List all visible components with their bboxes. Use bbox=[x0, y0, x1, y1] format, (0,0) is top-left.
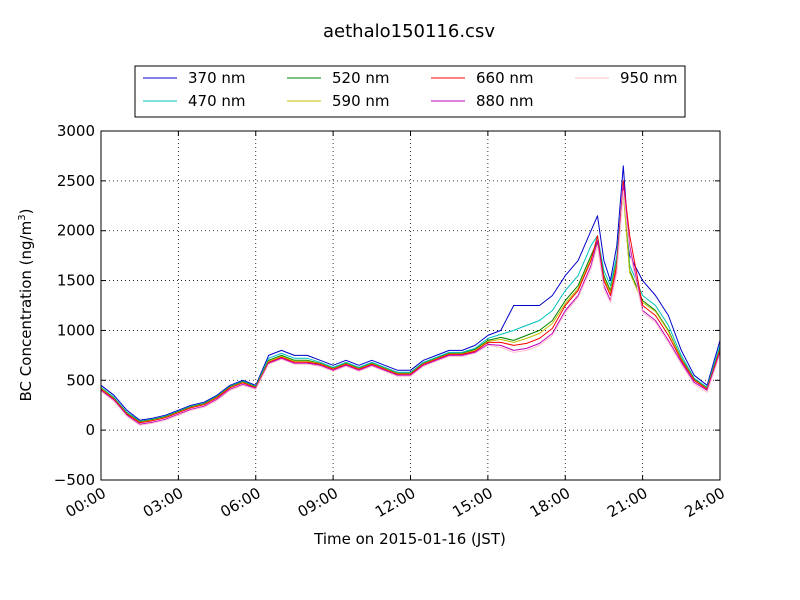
x-tick-label: 12:00 bbox=[372, 484, 418, 521]
y-tick-label: 1500 bbox=[57, 272, 95, 290]
legend-label: 470 nm bbox=[188, 92, 246, 110]
legend: 370 nm 470 nm 520 nm 590 nm 660 nm 880 nm 950 … bbox=[134, 65, 686, 118]
x-tick-label: 18:00 bbox=[527, 484, 573, 521]
series-line-950-nm bbox=[100, 190, 721, 426]
x-axis-label: Time on 2015-01-16 (JST) bbox=[313, 530, 506, 548]
x-tick-label: 06:00 bbox=[217, 484, 263, 521]
y-tick-label: 2500 bbox=[57, 172, 95, 190]
x-tick-label: 15:00 bbox=[449, 484, 495, 521]
chart-title: aethalo150116.csv bbox=[323, 21, 495, 42]
x-tick-label: 21:00 bbox=[604, 484, 650, 521]
y-tick-label: 500 bbox=[66, 371, 95, 389]
y-tick-label: −500 bbox=[54, 471, 95, 489]
legend-label: 590 nm bbox=[332, 92, 390, 110]
y-axis-label: BC Concentration (ng/m3) bbox=[17, 209, 35, 402]
y-tick-label: 2000 bbox=[57, 222, 95, 240]
y-tick-label: 1000 bbox=[57, 321, 95, 339]
legend-label: 660 nm bbox=[476, 69, 534, 87]
y-axis-label-end: ) bbox=[17, 209, 35, 215]
x-tick-label: 24:00 bbox=[682, 484, 728, 521]
series-line-370-nm bbox=[100, 165, 721, 421]
x-tick-label: 03:00 bbox=[140, 484, 186, 521]
plot-area bbox=[101, 131, 720, 480]
y-axis-label-main: BC Concentration (ng/m bbox=[17, 221, 35, 402]
x-tick-label: 09:00 bbox=[295, 484, 341, 521]
legend-label: 880 nm bbox=[476, 92, 534, 110]
y-tick-label: 0 bbox=[85, 421, 95, 439]
legend-label: 950 nm bbox=[620, 69, 678, 87]
series-lines bbox=[100, 165, 721, 426]
legend-label: 370 nm bbox=[188, 69, 246, 87]
y-tick-label: 3000 bbox=[57, 122, 95, 140]
y-axis-label-superscript: 3 bbox=[17, 214, 28, 220]
legend-label: 520 nm bbox=[332, 69, 390, 87]
legend-box bbox=[134, 65, 686, 118]
x-tick-label: 00:00 bbox=[63, 484, 109, 521]
